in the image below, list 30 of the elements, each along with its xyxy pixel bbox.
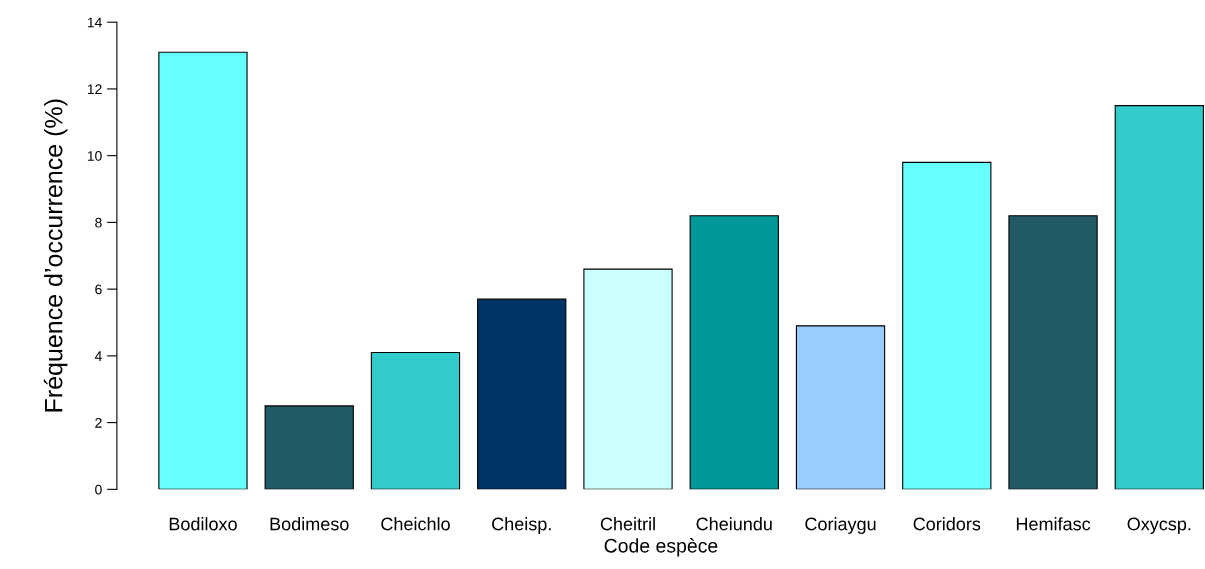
bar (477, 298, 567, 490)
x-tick-label: Oxycsp. (1127, 517, 1191, 534)
y-tick-label: 12 (87, 84, 102, 94)
bar (1008, 215, 1098, 490)
y-tick-label: 4 (94, 351, 102, 361)
y-tick-label: 6 (95, 284, 102, 295)
y-tick-label: 2 (95, 417, 102, 428)
x-tick-label: Hemifasc (1016, 517, 1091, 531)
x-tick-label: Bodimeso (270, 517, 349, 531)
bar (264, 405, 354, 490)
x-tick-label: Cheichlo (381, 517, 450, 531)
bar (1114, 105, 1204, 490)
x-tick-label: Coriaygu (805, 517, 876, 534)
bar (795, 325, 886, 490)
x-axis-title: Code espèce (604, 538, 718, 557)
x-tick-label: Coridors (913, 517, 981, 531)
bar (583, 268, 673, 490)
x-tick-label: Cheitril (600, 517, 655, 531)
bar (370, 351, 461, 490)
y-tick-label: 8 (95, 217, 102, 228)
y-tick-label: 14 (87, 17, 102, 28)
x-tick-label: Bodiloxo (169, 517, 237, 531)
bar (902, 161, 992, 490)
y-axis-title: Fréquence d’occurrence (%) (43, 99, 68, 412)
y-tick-label: 10 (87, 151, 102, 161)
x-tick-label: Cheisp. (492, 517, 551, 534)
bar (689, 215, 779, 490)
y-tick-label: 0 (95, 484, 102, 495)
x-tick-label: Cheiundu (696, 517, 772, 531)
bar (158, 51, 248, 490)
